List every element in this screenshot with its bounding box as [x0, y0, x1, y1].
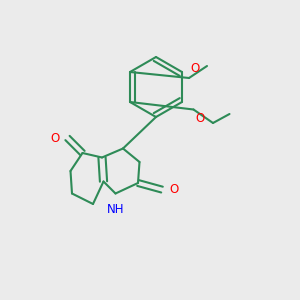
Text: O: O [190, 62, 200, 75]
Text: O: O [195, 112, 204, 125]
Text: O: O [169, 183, 179, 196]
Text: O: O [51, 131, 60, 145]
Text: NH: NH [107, 203, 124, 216]
